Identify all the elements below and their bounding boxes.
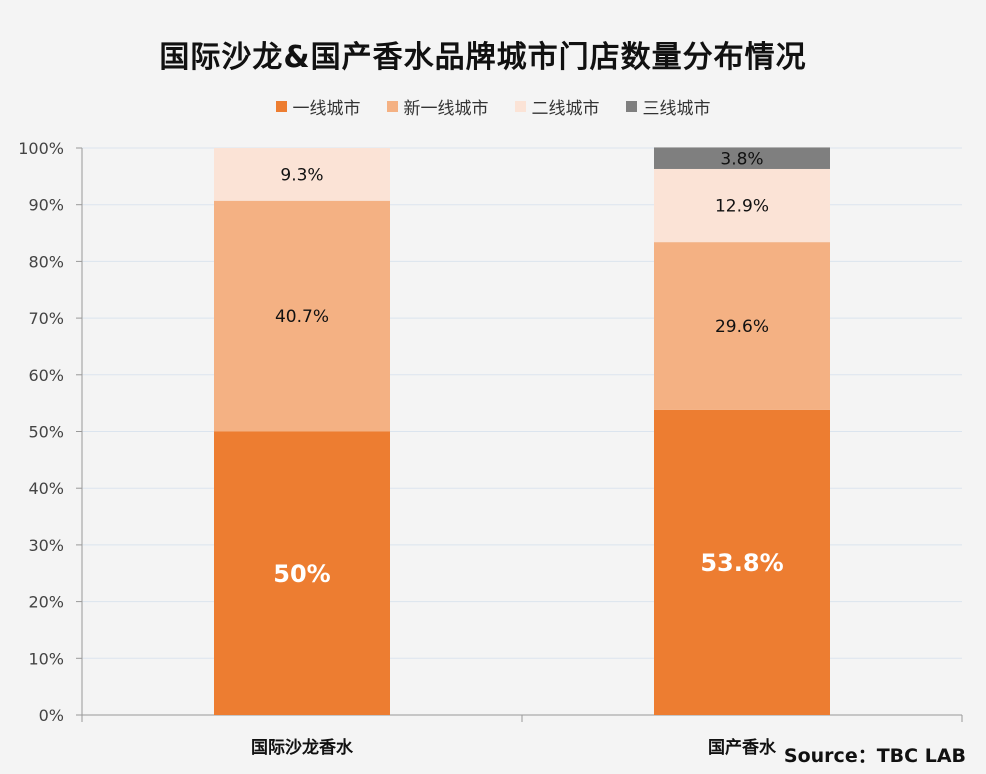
bar-segment [214,148,390,201]
y-tick-label: 90% [28,196,64,215]
y-tick-label: 30% [28,536,64,555]
y-tick-label: 70% [28,309,64,328]
chart-title: 国际沙龙&国产香水品牌城市门店数量分布情况 [159,40,807,75]
y-tick-label: 80% [28,252,64,271]
legend-swatch-tier3 [625,101,637,112]
legend-label-new-tier1: 新一线城市 [403,99,489,119]
data-label: 53.8% [700,549,783,577]
legend-item-new-tier1: 新一线城市 [386,94,489,119]
x-category-label: 国际沙龙香水 [251,737,354,758]
data-label: 40.7% [275,307,329,327]
bar-segment [654,409,830,715]
y-tick-label: 100% [18,139,64,158]
y-tick-label: 60% [28,366,64,385]
legend-swatch-new-tier1 [386,101,398,112]
bar-segment [654,168,830,243]
legend-label-tier1: 一线城市 [292,99,361,119]
legend-swatch-tier2 [514,101,526,112]
y-tick-label: 10% [28,649,64,668]
legend: 一线城市 新一线城市 二线城市 三线城市 [0,94,986,119]
y-tick-label: 50% [28,423,64,442]
data-label: 3.8% [720,149,763,169]
legend-label-tier3: 三线城市 [642,99,711,119]
bar-segment [654,242,830,410]
y-tick-label: 20% [28,593,64,612]
legend-label-tier2: 二线城市 [531,99,600,119]
y-tick-label: 40% [28,479,64,498]
legend-swatch-tier1 [275,101,287,112]
bar-segment [214,200,390,432]
bar-segment [654,147,830,169]
data-label: 29.6% [715,317,769,337]
legend-item-tier1: 一线城市 [275,94,361,119]
data-label: 9.3% [280,165,323,185]
data-label: 12.9% [715,197,769,217]
legend-item-tier2: 二线城市 [514,94,600,119]
data-label: 50% [273,560,330,588]
x-category-label: 国产香水 [708,737,777,758]
source-note: Source：TBC LAB [783,745,966,767]
y-tick-label: 0% [39,706,64,725]
bar-segment [214,431,390,715]
legend-item-tier3: 三线城市 [625,94,711,119]
